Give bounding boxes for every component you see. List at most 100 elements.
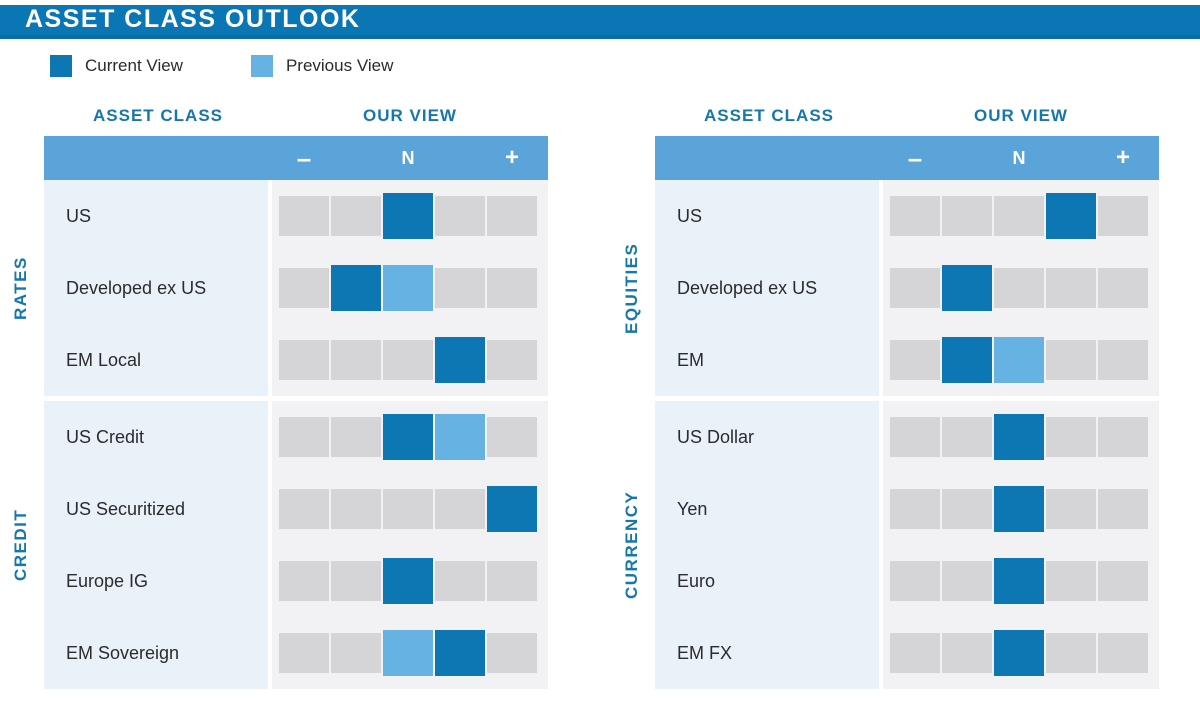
- scale-cell: [383, 489, 433, 529]
- row-label: Developed ex US: [677, 277, 818, 298]
- section-equities: EQUITIES US Developed ex US EM: [622, 180, 1159, 396]
- scale-cell: [383, 340, 433, 380]
- scale-cell: [890, 196, 940, 236]
- our-view-header: OUR VIEW: [974, 106, 1068, 125]
- column-divider: [879, 180, 883, 396]
- scale-cell: [1098, 268, 1148, 308]
- table-body: EQUITIES US Developed ex US EM CURRENCY US Do…: [622, 180, 1159, 689]
- asset-class-header: ASSET CLASS: [92, 106, 224, 125]
- scale-cell: [487, 196, 537, 236]
- current-view-cell: [487, 486, 537, 532]
- asset-class-column: US Developed ex US EM Local: [44, 180, 268, 396]
- scale-cell: [331, 417, 381, 457]
- asset-class-column: US Developed ex US EM: [655, 180, 879, 396]
- scale-cell: [435, 268, 485, 308]
- scale-cell: [942, 196, 992, 236]
- view-cell-row: [279, 180, 548, 252]
- view-cell-row: [279, 545, 548, 617]
- outlook-table: ASSET CLASS OUR VIEW – N + EQUITIES US Dev…: [622, 100, 1159, 689]
- scale-cell: [279, 196, 329, 236]
- scale-cell: [279, 633, 329, 673]
- scale-cell: [487, 340, 537, 380]
- current-view-cell: [994, 558, 1044, 604]
- row-label: US Dollar: [677, 426, 755, 447]
- scale-cell: [1098, 417, 1148, 457]
- current-view-cell: [942, 337, 992, 383]
- scale-cell: [435, 489, 485, 529]
- scale-cell: [994, 268, 1044, 308]
- section-currency: CURRENCY US Dollar Yen Euro EM FX: [622, 401, 1159, 689]
- current-view-cell: [942, 265, 992, 311]
- scale-cell: [487, 561, 537, 601]
- scale-cell: [279, 340, 329, 380]
- current-view-cell: [383, 193, 433, 239]
- table-body: RATES US Developed ex US EM Local CREDIT US C…: [11, 180, 548, 689]
- row-label: EM Sovereign: [66, 642, 180, 663]
- scale-cell: [1046, 561, 1096, 601]
- current-view-cell: [383, 414, 433, 460]
- view-cells-column: [272, 401, 548, 689]
- scale-cell: [331, 196, 381, 236]
- current-view-cell: [994, 486, 1044, 532]
- scale-minus-label: –: [296, 143, 312, 173]
- previous-view-cell: [383, 630, 433, 676]
- scale-cell: [1046, 268, 1096, 308]
- legend-item-current: Current View: [50, 55, 183, 77]
- row-label: Euro: [677, 570, 716, 591]
- scale-plus-label: +: [504, 144, 520, 171]
- section-label: EQUITIES: [622, 242, 641, 334]
- tables-area: ASSET CLASS OUR VIEW – N + RATES US Develo…: [11, 100, 1159, 689]
- scale-cell: [1046, 340, 1096, 380]
- column-divider: [268, 180, 272, 396]
- current-view-cell: [994, 630, 1044, 676]
- scale-cell: [487, 417, 537, 457]
- scale-cell: [890, 489, 940, 529]
- scale-cell: [279, 417, 329, 457]
- scale-minus-label: –: [907, 143, 923, 173]
- scale-cell: [942, 489, 992, 529]
- scale-cell: [331, 489, 381, 529]
- section-credit: CREDIT US Credit US Securitized Europe IG EM…: [11, 401, 548, 689]
- scale-cell: [1046, 417, 1096, 457]
- scale-cell: [1046, 633, 1096, 673]
- scale-cell: [1046, 489, 1096, 529]
- row-label: Yen: [677, 498, 708, 519]
- view-cell-row: [890, 180, 1159, 252]
- view-cell-row: [890, 473, 1159, 545]
- our-view-header: OUR VIEW: [363, 106, 457, 125]
- asset-class-column: US Dollar Yen Euro EM FX: [655, 401, 879, 689]
- view-cell-row: [890, 252, 1159, 324]
- scale-header-bar: – N +: [655, 136, 1159, 180]
- row-label: Developed ex US: [66, 277, 207, 298]
- scale-cell: [331, 633, 381, 673]
- current-view-swatch-icon: [50, 55, 72, 77]
- row-label: EM FX: [677, 642, 733, 663]
- section-label: CREDIT: [11, 508, 30, 582]
- section-label: RATES: [11, 256, 30, 320]
- view-cell-row: [279, 617, 548, 689]
- view-cell-row: [279, 252, 548, 324]
- view-cell-row: [890, 401, 1159, 473]
- legend-item-previous: Previous View: [250, 55, 394, 77]
- previous-view-label: Previous View: [285, 56, 394, 75]
- scale-cell: [1098, 489, 1148, 529]
- scale-cell: [890, 633, 940, 673]
- scale-cell: [279, 561, 329, 601]
- current-view-cell: [435, 630, 485, 676]
- scale-cell: [942, 561, 992, 601]
- row-label: US: [677, 205, 703, 226]
- current-view-cell: [435, 337, 485, 383]
- view-cell-row: [279, 401, 548, 473]
- section-label: CURRENCY: [622, 490, 641, 600]
- scale-plus-label: +: [1115, 144, 1131, 171]
- scale-cell: [942, 633, 992, 673]
- view-cell-row: [279, 324, 548, 396]
- scale-cell: [435, 196, 485, 236]
- asset-class-header: ASSET CLASS: [703, 106, 835, 125]
- current-view-cell: [994, 414, 1044, 460]
- view-cell-row: [890, 324, 1159, 396]
- scale-cell: [279, 489, 329, 529]
- scale-cell: [331, 340, 381, 380]
- current-view-label: Current View: [85, 56, 183, 75]
- legend: Current View Previous View: [50, 55, 393, 77]
